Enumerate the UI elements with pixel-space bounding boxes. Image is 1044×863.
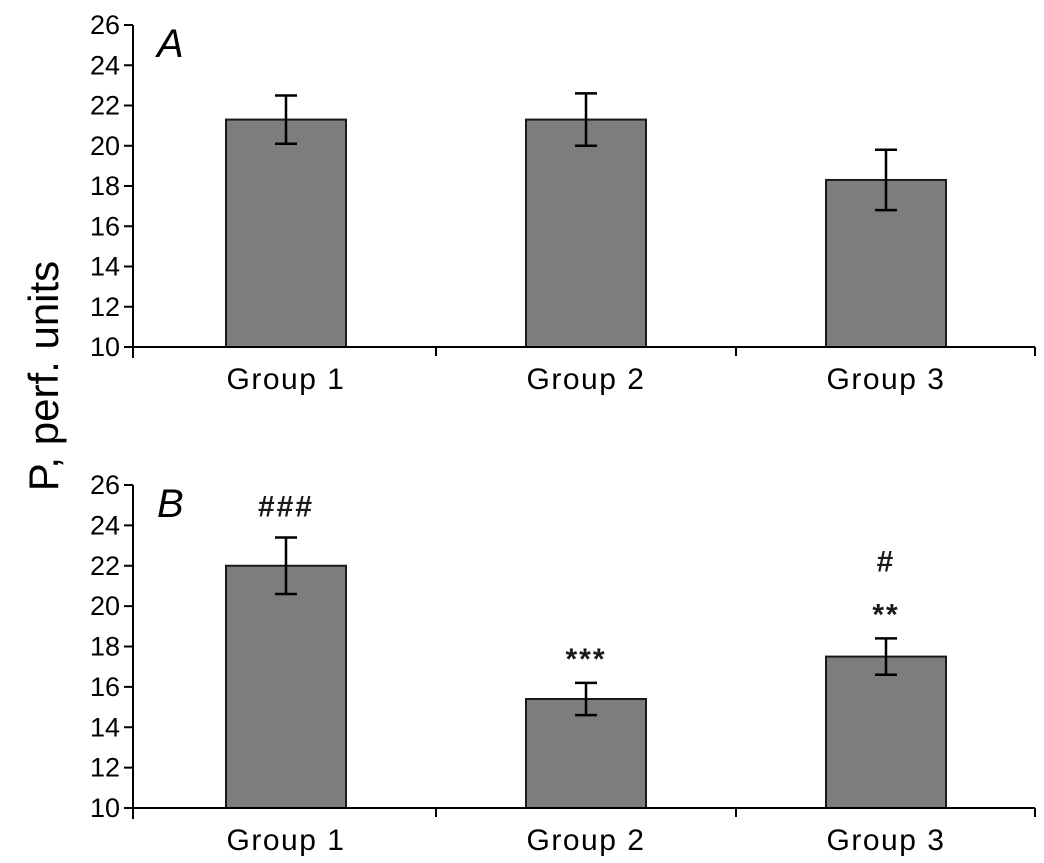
y-tick-label: 12 xyxy=(90,292,120,322)
category-label: Group 2 xyxy=(527,363,646,396)
category-label: Group 3 xyxy=(827,824,946,857)
y-tick-label: 14 xyxy=(90,252,120,282)
y-tick-label: 18 xyxy=(90,171,120,201)
significance-annotation: # xyxy=(877,545,896,578)
y-tick-label: 10 xyxy=(90,332,120,362)
y-tick-label: 10 xyxy=(90,793,120,823)
y-tick-label: 24 xyxy=(90,50,120,80)
y-tick-label: 22 xyxy=(90,91,120,121)
category-label: Group 2 xyxy=(527,824,646,857)
y-tick-label: 20 xyxy=(90,591,120,621)
y-tick-label: 14 xyxy=(90,712,120,742)
y-tick-label: 16 xyxy=(90,211,120,241)
bar-group-1 xyxy=(225,564,347,809)
category-label: Group 1 xyxy=(227,363,346,396)
bar-group-3 xyxy=(825,655,947,809)
y-tick-label: 22 xyxy=(90,551,120,581)
significance-annotation: ### xyxy=(258,490,314,523)
y-tick-label: 26 xyxy=(90,10,120,40)
significance-annotation: *** xyxy=(565,643,606,676)
panel-b: Group 1 ### Group 2 *** Group 3 ** #10 12 14 16 18… xyxy=(90,470,1036,857)
bar-group-1 xyxy=(225,118,347,349)
panel-a: Group 1 Group 2 Group 3 10 12 14 16 18 20 22 24 26 A xyxy=(90,10,1036,396)
category-label: Group 1 xyxy=(227,824,346,857)
panel-letter: B xyxy=(157,482,184,526)
y-tick-label: 16 xyxy=(90,672,120,702)
y-tick-label: 12 xyxy=(90,753,120,783)
y-tick-label: 26 xyxy=(90,470,120,500)
panel-letter: A xyxy=(155,22,184,66)
y-tick-label: 18 xyxy=(90,632,120,662)
y-tick-label: 24 xyxy=(90,510,120,540)
bar-group-2 xyxy=(525,697,647,809)
bar-group-2 xyxy=(525,118,647,349)
y-tick-label: 20 xyxy=(90,131,120,161)
category-label: Group 3 xyxy=(827,363,946,396)
significance-annotation: ** xyxy=(872,598,899,631)
